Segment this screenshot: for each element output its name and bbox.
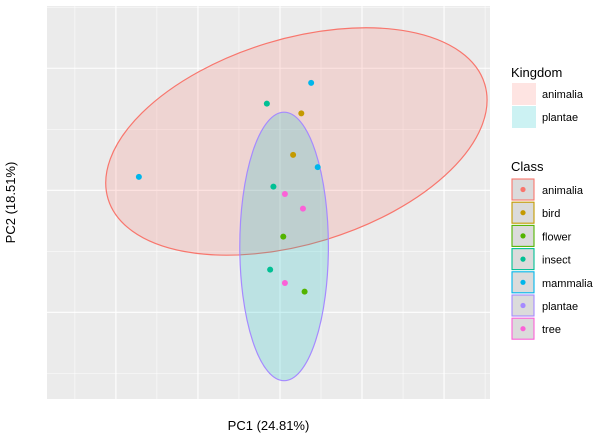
legend-dot-tree (520, 326, 526, 332)
point-insect (263, 100, 270, 107)
legend-key-animalia (512, 83, 536, 105)
legend-dot-plantae (520, 302, 526, 309)
point-tree (299, 205, 306, 212)
legend-dot-animalia (520, 186, 526, 193)
legend-dot-insect (520, 256, 526, 262)
point-mammalia (135, 173, 142, 180)
data-points (135, 79, 321, 295)
legend-label: bird (542, 208, 560, 220)
point-flower (280, 233, 287, 240)
legend-dot-flower (520, 233, 526, 239)
point-tree (281, 280, 288, 287)
plot-panel (47, 6, 490, 399)
legend-title: Kingdom (511, 65, 562, 80)
point-tree (281, 190, 288, 197)
legend-label: animalia (542, 185, 584, 197)
legend-label: tree (542, 324, 561, 336)
legend-label: plantae (542, 112, 578, 124)
point-mammalia (314, 164, 321, 171)
legend-kingdom: Kingdom animalia plantae (511, 65, 584, 128)
legend-dot-mammalia (520, 279, 526, 285)
y-axis-title: PC2 (18.51%) (3, 162, 18, 244)
legend-dot-bird (520, 210, 526, 216)
legend-key-plantae (512, 106, 536, 128)
ellipse-animalia (105, 27, 488, 256)
x-axis-title: PC1 (24.81%) (228, 418, 310, 433)
legend-label: flower (542, 231, 572, 243)
legend-label: animalia (542, 89, 584, 101)
point-flower (301, 288, 308, 295)
point-insect (270, 183, 277, 190)
legend-class: Class animalia bird flower insect mammalia pla… (511, 159, 594, 340)
major-grid (47, 6, 490, 399)
ellipses (105, 27, 488, 382)
point-bird (298, 110, 305, 117)
point-mammalia (308, 79, 315, 86)
point-insect (267, 266, 274, 273)
legend-label: insect (542, 255, 571, 267)
minor-grid (47, 6, 490, 399)
legend-title: Class (511, 159, 544, 174)
legend-label: mammalia (542, 278, 594, 290)
point-bird (290, 151, 297, 158)
legend-label: plantae (542, 301, 578, 313)
ellipse-plantae (239, 111, 329, 382)
